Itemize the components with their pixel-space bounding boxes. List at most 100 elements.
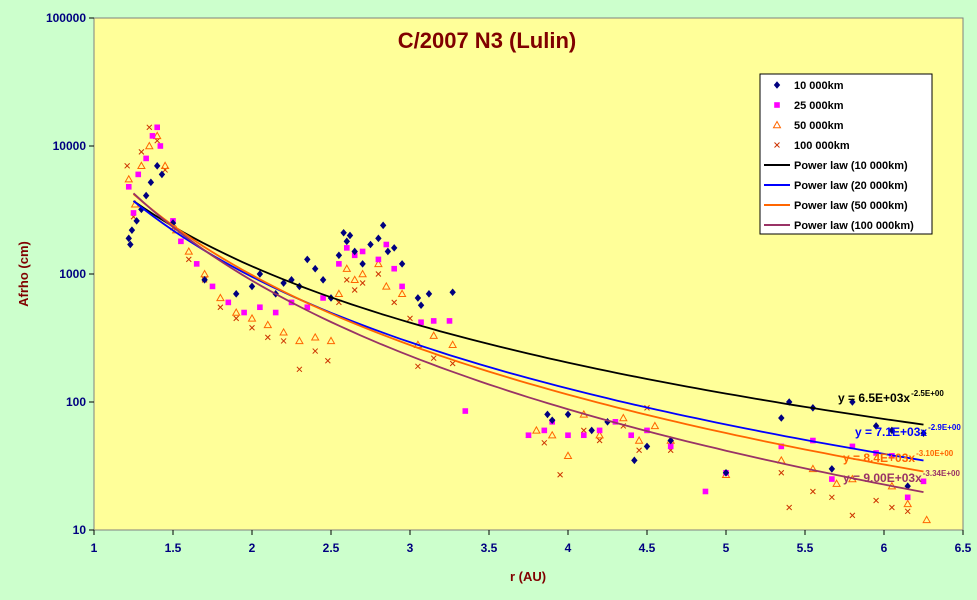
legend-label: 10 000km bbox=[794, 80, 844, 92]
point-10-000km bbox=[722, 468, 730, 477]
point-10-000km bbox=[304, 255, 311, 264]
point-25-000km bbox=[829, 476, 835, 482]
x-tick-label: 4 bbox=[565, 541, 572, 555]
point-10-000km bbox=[312, 264, 319, 273]
point-25-000km bbox=[143, 155, 149, 162]
point-50-000km bbox=[922, 515, 932, 524]
x-tick-label: 2.5 bbox=[323, 541, 340, 555]
point-25-000km bbox=[344, 245, 350, 251]
point-10-000km bbox=[786, 398, 793, 406]
point-100-000km bbox=[138, 149, 145, 155]
x-tick-label: 1.5 bbox=[165, 541, 182, 555]
point-100-000km bbox=[296, 366, 303, 373]
point-10-000km bbox=[343, 237, 350, 246]
point-25-000km bbox=[430, 318, 437, 324]
point-50-000km bbox=[397, 289, 407, 298]
point-10-000km bbox=[346, 231, 354, 240]
x-tick-label: 3 bbox=[407, 541, 414, 555]
point-25-000km bbox=[193, 261, 200, 267]
point-100-000km bbox=[889, 504, 895, 511]
point-100-000km bbox=[146, 124, 153, 131]
point-100-000km bbox=[873, 497, 879, 504]
point-100-000km bbox=[636, 447, 642, 454]
point-10-000km bbox=[351, 247, 358, 256]
point-50-000km bbox=[448, 340, 458, 348]
point-50-000km bbox=[650, 421, 660, 430]
point-50-000km bbox=[350, 275, 360, 284]
point-50-000km bbox=[184, 246, 194, 255]
legend: 10 000km 25 000km 50 000km 100 000km Power l… bbox=[759, 73, 933, 235]
y-tick-label: 10000 bbox=[53, 139, 87, 153]
fit-equation: y = 6.5E+03x bbox=[838, 391, 910, 405]
point-50-000km bbox=[310, 332, 320, 341]
point-25-000km bbox=[628, 432, 634, 439]
point-25-000km bbox=[157, 143, 164, 149]
point-50-000km bbox=[216, 293, 225, 302]
fit-exponent: -2.9E+00 bbox=[928, 423, 961, 432]
point-10-000km bbox=[319, 276, 327, 284]
point-10-000km bbox=[256, 270, 264, 278]
point-10-000km bbox=[125, 234, 132, 243]
point-100-000km bbox=[375, 271, 382, 277]
fit-line bbox=[132, 193, 924, 473]
point-25-000km bbox=[565, 432, 571, 439]
point-100-000km bbox=[217, 304, 224, 311]
point-25-000km bbox=[359, 248, 366, 255]
point-10-000km bbox=[133, 217, 140, 225]
point-50-000km bbox=[374, 259, 383, 268]
point-50-000km bbox=[144, 141, 154, 150]
fit-exponent: -3.10E+00 bbox=[916, 449, 954, 458]
point-100-000km bbox=[280, 338, 287, 344]
point-100-000km bbox=[580, 427, 587, 434]
point-10-000km bbox=[667, 436, 674, 445]
x-tick-label: 1 bbox=[91, 541, 98, 555]
point-10-000km bbox=[147, 178, 155, 187]
point-50-000km bbox=[334, 289, 344, 298]
point-100-000km bbox=[351, 287, 358, 293]
x-axis-ticks: 1 1.5 2 2.5 3 3.5 4 4.5 5 5.5 6 6.5 bbox=[91, 530, 972, 555]
point-25-000km bbox=[596, 427, 603, 434]
point-25-000km bbox=[209, 283, 216, 290]
point-25-000km bbox=[904, 494, 911, 501]
x-tick-label: 6.5 bbox=[955, 541, 972, 555]
x-tick-label: 2 bbox=[249, 541, 256, 555]
point-25-000km bbox=[130, 210, 137, 216]
point-10-000km bbox=[142, 191, 150, 200]
point-100-000km bbox=[324, 357, 331, 364]
point-10-000km bbox=[888, 426, 896, 435]
legend-label: Power law (100 000km) bbox=[794, 220, 914, 232]
point-25-000km bbox=[125, 184, 132, 190]
point-10-000km bbox=[335, 251, 343, 260]
legend-label: 50 000km bbox=[794, 120, 844, 132]
point-100-000km bbox=[829, 494, 835, 501]
point-25-000km bbox=[351, 252, 358, 259]
y-tick-label: 10 bbox=[73, 523, 87, 537]
point-100-000km bbox=[415, 363, 421, 370]
point-100-000km bbox=[596, 437, 603, 444]
y-axis-label: Afrho (cm) bbox=[16, 241, 31, 307]
point-100-000km bbox=[430, 355, 437, 362]
fit-equation: y = 7.1E+03x bbox=[855, 425, 927, 439]
point-10-000km bbox=[128, 226, 136, 234]
point-10-000km bbox=[549, 416, 556, 425]
point-25-000km bbox=[178, 238, 184, 245]
legend-label: Power law (50 000km) bbox=[794, 200, 908, 212]
point-100-000km bbox=[849, 512, 856, 519]
point-10-000km bbox=[872, 422, 880, 430]
point-50-000km bbox=[160, 161, 170, 170]
point-100-000km bbox=[778, 469, 785, 476]
point-10-000km bbox=[425, 290, 433, 298]
point-50-000km bbox=[263, 320, 273, 329]
fit-equation: y = 9.00E+03x bbox=[843, 471, 922, 485]
point-100-000km bbox=[541, 439, 548, 446]
fit-exponent: -3.34E+00 bbox=[923, 469, 961, 478]
y-tick-label: 100 bbox=[66, 395, 86, 409]
point-10-000km bbox=[449, 288, 456, 297]
point-10-000km bbox=[631, 456, 638, 465]
point-50-000km bbox=[124, 174, 134, 183]
y-tick-label: 1000 bbox=[59, 267, 86, 281]
point-25-000km bbox=[241, 309, 247, 316]
x-tick-label: 4.5 bbox=[639, 541, 656, 555]
point-10-000km bbox=[201, 276, 208, 284]
point-25-000km bbox=[149, 133, 156, 139]
